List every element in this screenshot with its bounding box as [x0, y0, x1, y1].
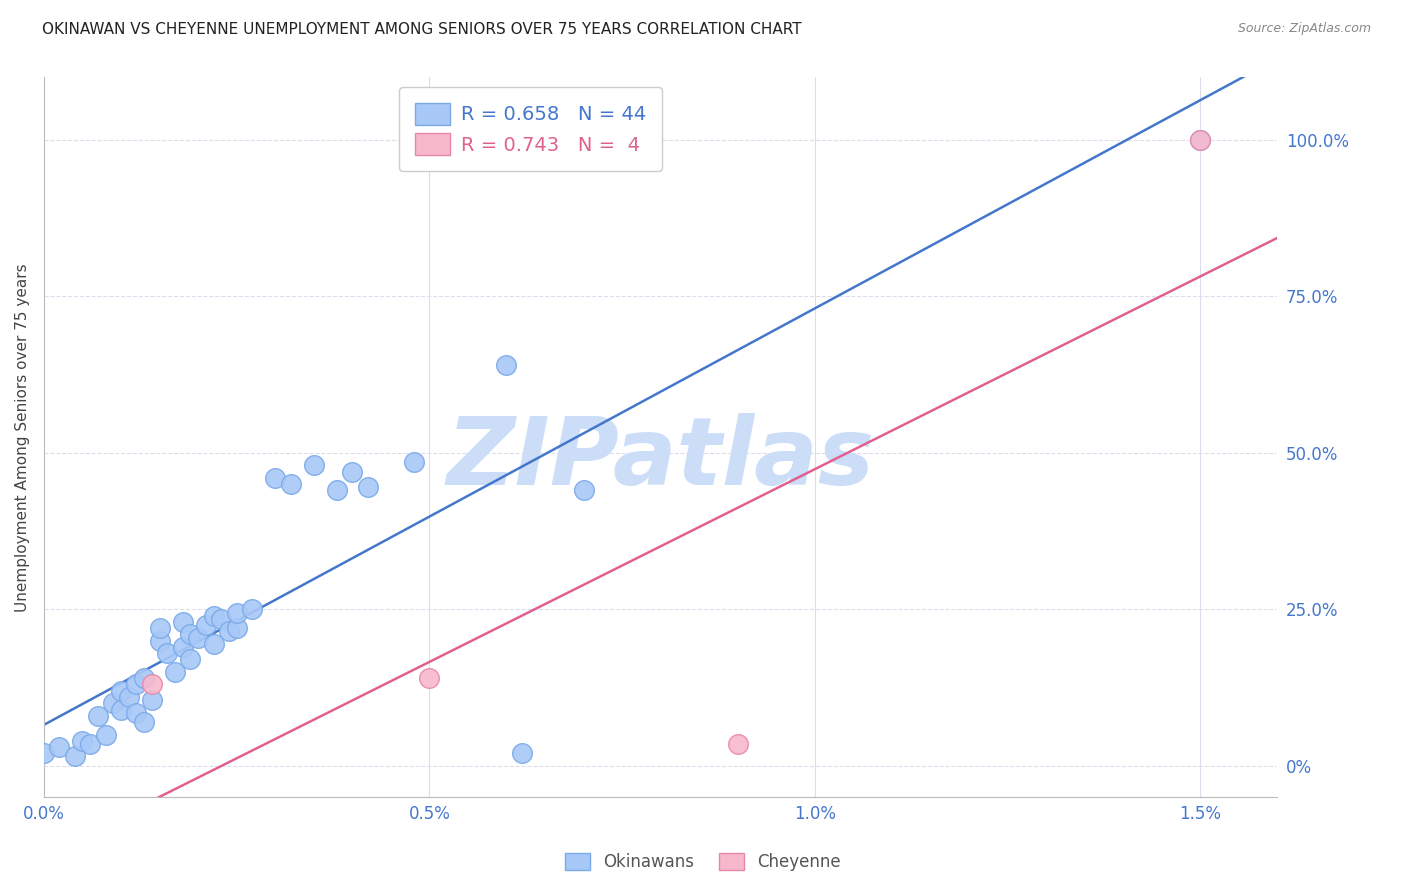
Point [240, 602, 263, 616]
Point [79, 737, 101, 751]
Point [280, 477, 302, 491]
Point [225, 621, 247, 635]
Legend: R = 0.658   N = 44, R = 0.743   N =  4: R = 0.658 N = 44, R = 0.743 N = 4 [399, 87, 662, 171]
Point [202, 608, 225, 623]
Point [32, 747, 55, 761]
Y-axis label: Unemployment Among Seniors over 75 years: Unemployment Among Seniors over 75 years [15, 263, 30, 612]
Point [163, 665, 186, 679]
Point [125, 677, 148, 691]
Point [342, 465, 364, 479]
Point [264, 471, 287, 485]
Point [326, 483, 349, 498]
Point [134, 714, 156, 729]
Point [727, 737, 749, 751]
Point [172, 615, 194, 629]
Point [218, 624, 240, 639]
Point [209, 612, 232, 626]
Point [110, 683, 132, 698]
Point [1189, 133, 1212, 147]
Text: Source: ZipAtlas.com: Source: ZipAtlas.com [1237, 22, 1371, 36]
Point [125, 706, 148, 720]
Point [202, 637, 225, 651]
Point [510, 747, 533, 761]
Point [179, 652, 201, 666]
Point [94, 728, 117, 742]
Point [172, 640, 194, 654]
Point [194, 618, 217, 632]
Point [402, 455, 425, 469]
Point [156, 646, 179, 660]
Point [302, 458, 325, 473]
Point [141, 693, 163, 707]
Point [187, 631, 209, 645]
Point [148, 633, 170, 648]
Point [110, 702, 132, 716]
Point [225, 606, 247, 620]
Point [103, 696, 125, 710]
Point [148, 621, 170, 635]
Text: OKINAWAN VS CHEYENNE UNEMPLOYMENT AMONG SENIORS OVER 75 YEARS CORRELATION CHART: OKINAWAN VS CHEYENNE UNEMPLOYMENT AMONG … [42, 22, 801, 37]
Point [357, 480, 380, 494]
Point [141, 677, 163, 691]
Point [1189, 133, 1212, 147]
Point [87, 708, 110, 723]
Point [63, 749, 86, 764]
Point [48, 740, 70, 755]
Point [572, 483, 595, 498]
Point [418, 671, 440, 685]
Text: ZIPatlas: ZIPatlas [447, 413, 875, 505]
Point [179, 627, 201, 641]
Point [118, 690, 141, 704]
Point [72, 734, 94, 748]
Point [495, 359, 517, 373]
Point [134, 671, 156, 685]
Legend: Okinawans, Cheyenne: Okinawans, Cheyenne [558, 846, 848, 878]
